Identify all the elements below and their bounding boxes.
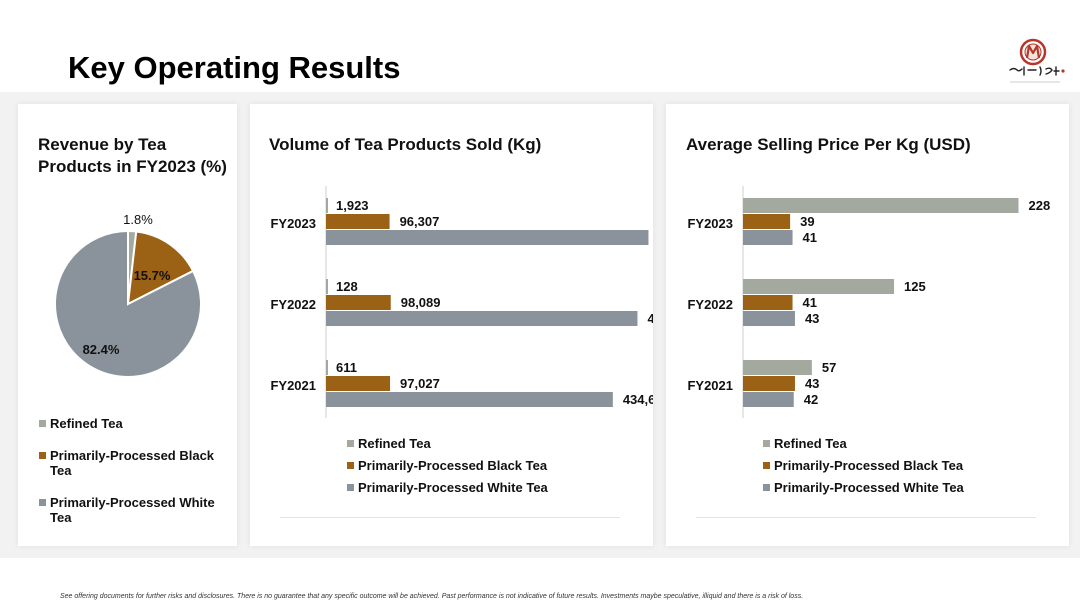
- bar-data-label: 125: [904, 279, 926, 294]
- legend-label: Primarily-Processed Black Tea: [358, 458, 548, 473]
- bar-data-label: 434,604: [623, 392, 653, 407]
- bar-fy2022-primarily-processed-white-tea: [326, 311, 638, 326]
- legend-label: Refined Tea: [774, 436, 847, 451]
- bar-fy2023-refined-tea: [326, 198, 328, 213]
- bar-fy2021-primarily-processed-black-tea: [743, 376, 795, 391]
- volume-divider: [280, 517, 620, 518]
- y-tick-label-fy2021: FY2021: [270, 378, 316, 393]
- bar-data-label: 42: [804, 392, 818, 407]
- bar-fy2023-primarily-processed-white-tea: [326, 230, 649, 245]
- legend-label: Primarily-Processed White Tea: [774, 480, 964, 495]
- pie-data-label: 1.8%: [123, 212, 153, 227]
- disclaimer-footnote: See offering documents for further risks…: [60, 593, 804, 600]
- bar-data-label: 128: [336, 279, 358, 294]
- bar-fy2023-primarily-processed-white-tea: [743, 230, 793, 245]
- legend-label: Refined Tea: [50, 416, 123, 431]
- bar-fy2023-refined-tea: [743, 198, 1019, 213]
- legend-item-primarily-processed-white-tea: Primarily-Processed White Tea: [38, 495, 233, 525]
- legend-swatch: [347, 462, 354, 469]
- bar-data-label: 98,089: [401, 295, 441, 310]
- pie-data-label: 15.7%: [134, 268, 171, 283]
- pie-chart-title: Revenue by Tea Products in FY2023 (%): [38, 135, 227, 176]
- bar-data-label: 41: [803, 295, 817, 310]
- price-legend: Refined Tea Primarily-Processed Black Tea…: [762, 436, 1062, 502]
- legend-label: Primarily-Processed White Tea: [50, 495, 215, 525]
- legend-swatch: [39, 499, 46, 506]
- brand-seal-logo: [1009, 38, 1065, 83]
- bar-fy2021-primarily-processed-white-tea: [743, 392, 794, 407]
- bar-fy2021-primarily-processed-white-tea: [326, 392, 613, 407]
- legend-swatch: [39, 420, 46, 427]
- bar-fy2023-primarily-processed-black-tea: [326, 214, 390, 229]
- price-panel: Average Selling Price Per Kg (USD) FY202…: [666, 104, 1069, 546]
- bar-data-label: 228: [1029, 198, 1051, 213]
- legend-swatch: [763, 484, 770, 491]
- legend-label: Primarily-Processed Black Tea: [50, 448, 215, 478]
- bar-data-label: 1,923: [336, 198, 369, 213]
- legend-item-primarily-processed-white-tea: Primarily-Processed White Tea: [762, 480, 1062, 495]
- page-title: Key Operating Results: [68, 50, 401, 85]
- legend-swatch: [347, 440, 354, 447]
- revenue-pie-chart: 1.8% 15.7% 82.4%: [54, 212, 202, 378]
- legend-item-primarily-processed-black-tea: Primarily-Processed Black Tea: [762, 458, 1062, 473]
- legend-swatch: [347, 484, 354, 491]
- bar-fy2021-refined-tea: [326, 360, 328, 375]
- bar-fy2022-primarily-processed-black-tea: [743, 295, 793, 310]
- volume-legend: Refined Tea Primarily-Processed Black Tea…: [346, 436, 646, 502]
- pie-slice-primarily-processed-black-tea: [126, 230, 195, 306]
- y-tick-label-fy2022: FY2022: [687, 297, 733, 312]
- pie-legend: Refined Tea Primarily-Processed Black Tea…: [38, 416, 233, 542]
- legend-swatch: [763, 440, 770, 447]
- bar-data-label: 96,307: [400, 214, 440, 229]
- volume-panel: Volume of Tea Products Sold (Kg) FY2023 1…: [250, 104, 653, 546]
- volume-bar-chart: FY20231,92396,307488,577FY202212898,0894…: [270, 186, 653, 418]
- bar-data-label: 97,027: [400, 376, 440, 391]
- legend-swatch: [39, 452, 46, 459]
- bar-fy2021-primarily-processed-black-tea: [326, 376, 391, 391]
- legend-item-refined-tea: Refined Tea: [762, 436, 1062, 451]
- legend-item-primarily-processed-black-tea: Primarily-Processed Black Tea: [346, 458, 646, 473]
- y-tick-label-fy2023: FY2023: [270, 216, 316, 231]
- legend-item-primarily-processed-white-tea: Primarily-Processed White Tea: [346, 480, 646, 495]
- bar-fy2021-refined-tea: [743, 360, 812, 375]
- bar-data-label: 41: [803, 230, 817, 245]
- bar-fy2022-refined-tea: [326, 279, 328, 294]
- pie-slice-primarily-processed-white-tea: [54, 229, 202, 378]
- legend-label: Refined Tea: [358, 436, 431, 451]
- pie-data-label: 82.4%: [83, 342, 120, 357]
- price-chart-title: Average Selling Price Per Kg (USD): [686, 135, 971, 154]
- legend-swatch: [763, 462, 770, 469]
- legend-label: Primarily-Processed Black Tea: [774, 458, 964, 473]
- legend-item-refined-tea: Refined Tea: [38, 416, 233, 431]
- bar-data-label: 43: [805, 376, 819, 391]
- bar-data-label: 611: [336, 360, 357, 375]
- bar-fy2022-refined-tea: [743, 279, 895, 294]
- bar-fy2023-primarily-processed-black-tea: [743, 214, 791, 229]
- bar-fy2022-primarily-processed-black-tea: [326, 295, 391, 310]
- y-tick-label-fy2022: FY2022: [270, 297, 316, 312]
- y-tick-label-fy2023: FY2023: [687, 216, 733, 231]
- legend-label: Primarily-Processed White Tea: [358, 480, 548, 495]
- revenue-panel: Revenue by Tea Products in FY2023 (%) 1.…: [18, 104, 237, 546]
- volume-chart-title: Volume of Tea Products Sold (Kg): [269, 135, 542, 154]
- bar-data-label: 39: [800, 214, 814, 229]
- bar-data-label: 471,922: [647, 311, 653, 326]
- bar-data-label: 43: [805, 311, 819, 326]
- legend-item-primarily-processed-black-tea: Primarily-Processed Black Tea: [38, 448, 233, 478]
- bar-data-label: 57: [822, 360, 836, 375]
- bar-fy2022-primarily-processed-white-tea: [743, 311, 795, 326]
- price-divider: [696, 517, 1036, 518]
- legend-item-refined-tea: Refined Tea: [346, 436, 646, 451]
- y-tick-label-fy2021: FY2021: [687, 378, 733, 393]
